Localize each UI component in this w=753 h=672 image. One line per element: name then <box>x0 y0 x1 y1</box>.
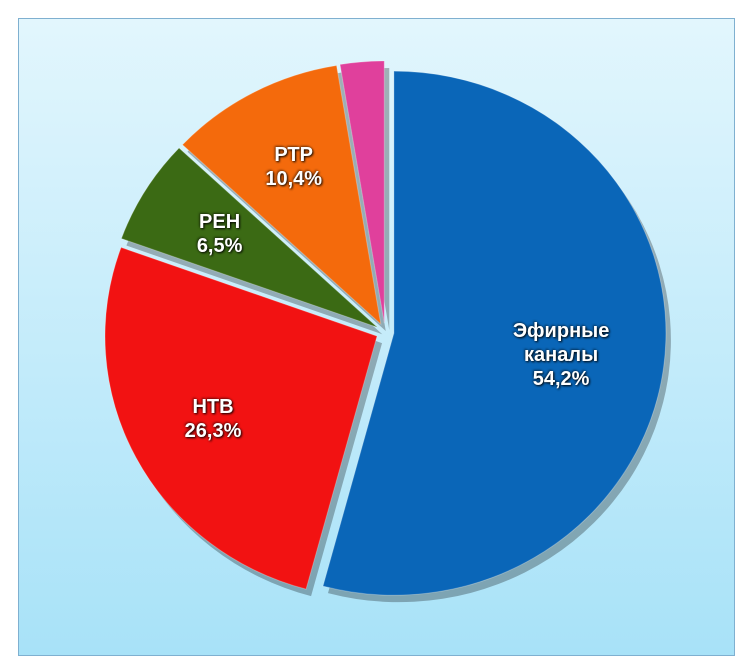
pie-slice <box>104 246 378 590</box>
slice-category: НТВ <box>192 395 234 418</box>
slice-label: Эфирные каналы 54,2% <box>496 319 626 391</box>
pie-slice <box>181 64 382 326</box>
slice-category: Эфирные каналы <box>512 319 610 366</box>
slice-category: РТР <box>274 143 313 166</box>
pie-slice <box>339 60 385 324</box>
slice-value: 54,2% <box>532 367 590 390</box>
pie-slice <box>120 147 378 328</box>
slice-value: 10,4% <box>265 167 323 190</box>
slice-value: 26,3% <box>184 419 242 442</box>
slice-label: НТВ 26,3% <box>185 395 242 443</box>
slice-label: РЕН 6,5% <box>197 210 243 258</box>
slice-label: РТР 10,4% <box>265 143 322 191</box>
pie-slice <box>322 70 667 596</box>
slice-category: РЕН <box>199 211 241 234</box>
slice-value: 6,5% <box>196 235 243 258</box>
